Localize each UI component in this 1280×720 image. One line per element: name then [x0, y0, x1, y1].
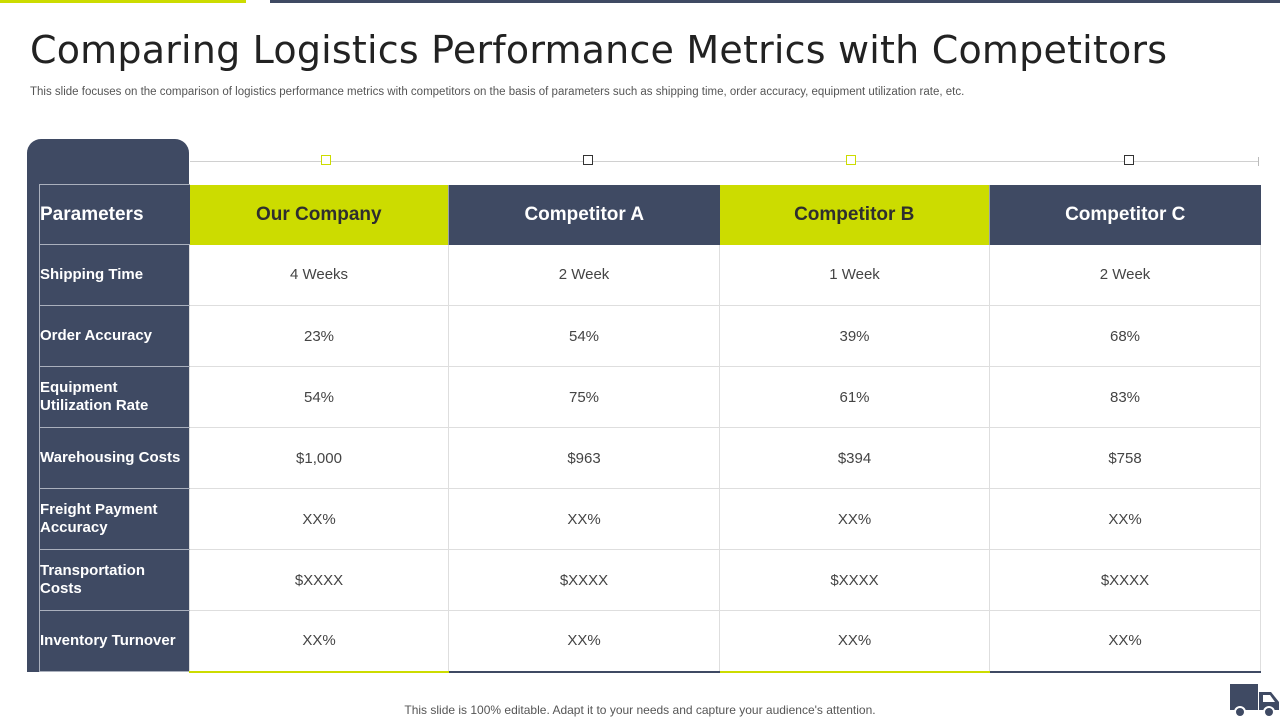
- table-cell: XX%: [989, 488, 1261, 550]
- column-header-competitor-c: Competitor C: [989, 184, 1261, 245]
- table-cell: 75%: [448, 366, 720, 428]
- row-label: Inventory Turnover: [39, 610, 190, 672]
- footer-note: This slide is 100% editable. Adapt it to…: [404, 703, 876, 717]
- table-cell: 39%: [719, 305, 990, 367]
- table-cell: XX%: [189, 488, 449, 550]
- row-label: Order Accuracy: [39, 305, 190, 367]
- table-cell: $963: [448, 427, 720, 489]
- table-cell: XX%: [719, 610, 990, 673]
- top-accent-bar-green: [0, 0, 246, 3]
- table-cell: $758: [989, 427, 1261, 489]
- table-cell: $XXXX: [989, 549, 1261, 611]
- square-marker-icon: [583, 155, 593, 165]
- truck-icon: [1230, 684, 1279, 718]
- square-marker-icon: [321, 155, 331, 165]
- table-cell: $XXXX: [189, 549, 449, 611]
- row-label: Transportation Costs: [39, 549, 190, 611]
- column-header-our-company: Our Company: [189, 184, 449, 245]
- table-cell: 54%: [448, 305, 720, 367]
- table-cell: 2 Week: [989, 244, 1261, 306]
- table-row: Warehousing Costs $1,000 $963 $394 $758: [39, 427, 1261, 489]
- table-header-row: Parameters Our Company Competitor A Comp…: [39, 184, 1261, 245]
- table-cell: 2 Week: [448, 244, 720, 306]
- table-cell: XX%: [448, 488, 720, 550]
- table-cell: 83%: [989, 366, 1261, 428]
- parameters-tab-header: [27, 139, 189, 189]
- row-label: Warehousing Costs: [39, 427, 190, 489]
- square-marker-icon: [1124, 155, 1134, 165]
- top-accent-bar-navy: [270, 0, 1280, 3]
- table-row: Equipment Utilization Rate 54% 75% 61% 8…: [39, 366, 1261, 428]
- row-label: Shipping Time: [39, 244, 190, 306]
- table-cell: 23%: [189, 305, 449, 367]
- table-cell: 68%: [989, 305, 1261, 367]
- row-label: Freight Payment Accuracy: [39, 488, 190, 550]
- table-row: Transportation Costs $XXXX $XXXX $XXXX $…: [39, 549, 1261, 611]
- table-cell: 4 Weeks: [189, 244, 449, 306]
- comparison-table: Parameters Our Company Competitor A Comp…: [39, 184, 1261, 673]
- table-row: Shipping Time 4 Weeks 2 Week 1 Week 2 We…: [39, 244, 1261, 306]
- table-cell: XX%: [448, 610, 720, 673]
- table-cell: $XXXX: [719, 549, 990, 611]
- column-header-competitor-b: Competitor B: [719, 184, 990, 245]
- timeline-end-tick: [1258, 157, 1259, 166]
- table-cell: XX%: [989, 610, 1261, 673]
- table-row: Inventory Turnover XX% XX% XX% XX%: [39, 610, 1261, 673]
- table-cell: 61%: [719, 366, 990, 428]
- page-title: Comparing Logistics Performance Metrics …: [30, 28, 1168, 72]
- table-cell: 1 Week: [719, 244, 990, 306]
- table-row: Freight Payment Accuracy XX% XX% XX% XX%: [39, 488, 1261, 550]
- page-subtitle: This slide focuses on the comparison of …: [30, 86, 965, 98]
- parameters-header: Parameters: [39, 184, 190, 245]
- table-cell: $1,000: [189, 427, 449, 489]
- square-marker-icon: [846, 155, 856, 165]
- column-header-competitor-a: Competitor A: [448, 184, 720, 245]
- row-label: Equipment Utilization Rate: [39, 366, 190, 428]
- table-cell: XX%: [719, 488, 990, 550]
- table-cell: $XXXX: [448, 549, 720, 611]
- timeline-line: [190, 161, 1259, 162]
- table-row: Order Accuracy 23% 54% 39% 68%: [39, 305, 1261, 367]
- table-cell: $394: [719, 427, 990, 489]
- table-cell: XX%: [189, 610, 449, 673]
- table-cell: 54%: [189, 366, 449, 428]
